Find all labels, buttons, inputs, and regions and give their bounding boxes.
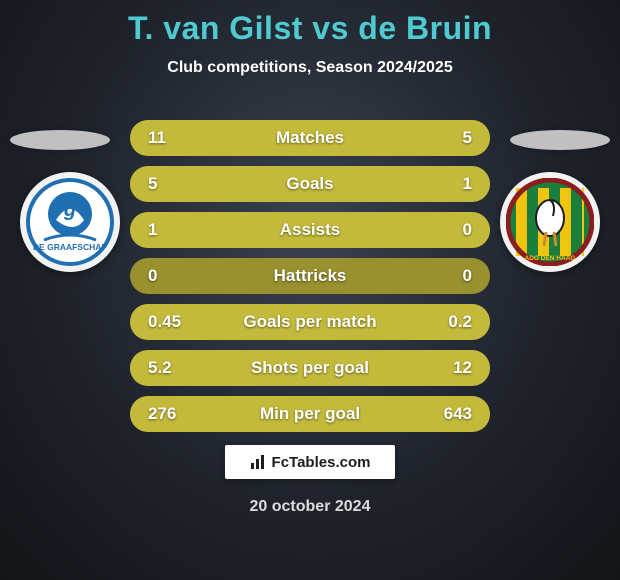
club-badge-right: ADO DEN HAAG (500, 172, 600, 272)
stat-label: Hattricks (274, 266, 347, 286)
svg-text:DE GRAAFSCHAP: DE GRAAFSCHAP (33, 242, 107, 252)
stat-bar-right (379, 304, 490, 340)
stat-row: 1 Assists 0 (130, 212, 490, 248)
stat-value-left: 0 (148, 266, 157, 286)
stat-bar-right (378, 120, 490, 156)
page-subtitle: Club competitions, Season 2024/2025 (0, 59, 620, 77)
club-badge-left: g DE GRAAFSCHAP (20, 172, 120, 272)
stat-value-right: 1 (463, 174, 472, 194)
de-graafschap-crest-icon: g DE GRAAFSCHAP (26, 178, 114, 266)
stat-value-right: 12 (453, 358, 472, 378)
stat-bar-left (130, 350, 239, 386)
stat-value-right: 643 (444, 404, 472, 424)
stat-label: Matches (276, 128, 344, 148)
ado-den-haag-crest-icon: ADO DEN HAAG (506, 178, 594, 266)
stats-table: 11Matches55Goals11Assists00Hattricks00.4… (130, 120, 490, 442)
date-text: 20 october 2024 (0, 498, 620, 516)
stat-value-right: 0.2 (448, 312, 472, 332)
stat-value-right: 0 (463, 266, 472, 286)
stat-row: 276 Min per goal 643 (130, 396, 490, 432)
stat-value-right: 5 (463, 128, 472, 148)
stat-value-right: 0 (463, 220, 472, 240)
source-logo: FcTables.com (225, 445, 395, 479)
player-shadow-left (10, 130, 110, 150)
stat-value-left: 11 (148, 128, 166, 148)
stat-bar-left (130, 166, 430, 202)
svg-text:ADO DEN HAAG: ADO DEN HAAG (525, 255, 576, 262)
stat-label: Shots per goal (251, 358, 369, 378)
stat-row: 0.45 Goals per match 0.2 (130, 304, 490, 340)
stat-value-left: 5 (148, 174, 157, 194)
stat-row: 5.2 Shots per goal 12 (130, 350, 490, 386)
stat-row: 5 Goals 1 (130, 166, 490, 202)
stat-bar-left (130, 396, 238, 432)
stat-row: 0 Hattricks 0 (130, 258, 490, 294)
source-logo-text: FcTables.com (272, 454, 371, 471)
stat-label: Min per goal (260, 404, 360, 424)
stat-bar-right (430, 166, 490, 202)
stat-label: Assists (280, 220, 340, 240)
comparison-card: T. van Gilst vs de Bruin Club competitio… (0, 0, 620, 580)
stat-value-left: 0.45 (148, 312, 181, 332)
stat-value-left: 276 (148, 404, 176, 424)
stat-value-left: 5.2 (148, 358, 172, 378)
player-shadow-right (510, 130, 610, 150)
svg-text:g: g (63, 199, 76, 221)
stat-value-left: 1 (148, 220, 157, 240)
page-title: T. van Gilst vs de Bruin (0, 0, 620, 47)
stat-row: 11 Matches 5 (130, 120, 490, 156)
stat-label: Goals per match (243, 312, 376, 332)
stat-label: Goals (286, 174, 333, 194)
bar-chart-icon (250, 454, 266, 470)
